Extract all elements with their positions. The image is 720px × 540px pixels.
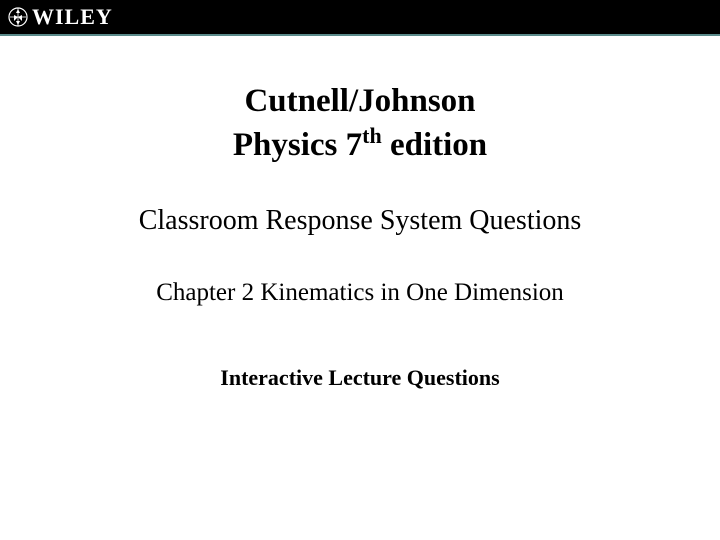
brand-text: WILEY bbox=[32, 4, 113, 30]
title-line1: Cutnell/Johnson bbox=[244, 83, 475, 119]
slide-subtitle: Classroom Response System Questions bbox=[0, 205, 720, 237]
slide-chapter: Chapter 2 Kinematics in One Dimension bbox=[0, 279, 720, 307]
title-line2-suffix: edition bbox=[382, 127, 487, 163]
header-bar: WILEY bbox=[0, 0, 720, 36]
title-superscript: th bbox=[362, 123, 382, 148]
wiley-logo: WILEY bbox=[8, 4, 113, 30]
slide-interactive-label: Interactive Lecture Questions bbox=[0, 365, 720, 391]
title-line2-prefix: Physics 7 bbox=[233, 127, 362, 163]
wiley-logo-icon bbox=[8, 6, 28, 28]
slide-content: Cutnell/Johnson Physics 7th edition Clas… bbox=[0, 36, 720, 391]
slide-title: Cutnell/Johnson Physics 7th edition bbox=[0, 81, 720, 167]
